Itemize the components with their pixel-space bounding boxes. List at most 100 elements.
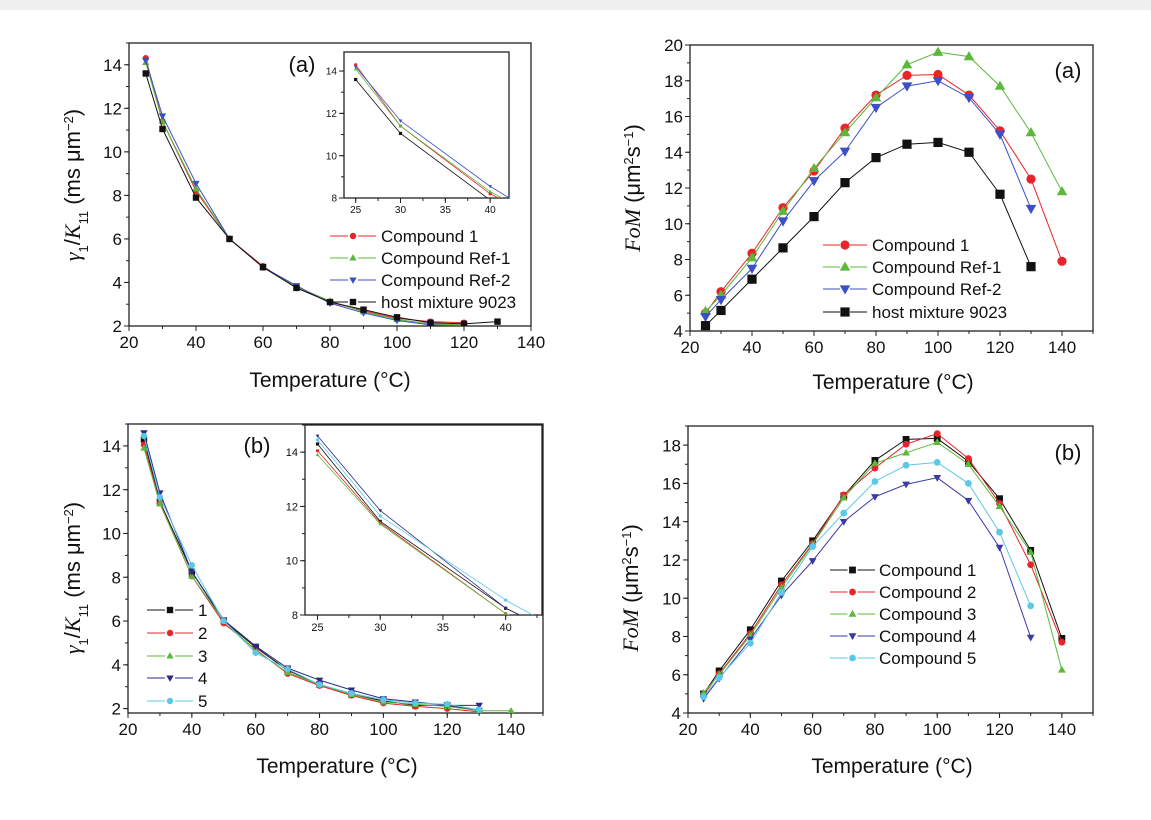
data-point-1	[1058, 634, 1066, 642]
data-point-1	[315, 442, 320, 446]
legend-marker	[349, 277, 357, 284]
data-point-3	[870, 103, 882, 114]
y-tick-label: 4	[113, 274, 122, 293]
data-point-2	[757, 285, 761, 288]
data-point-2	[755, 703, 758, 706]
data-point-4	[475, 702, 483, 710]
data-point-3	[700, 313, 711, 323]
data-point-5	[629, 668, 632, 671]
series-line-5	[703, 461, 1032, 698]
y-axis-title-part: /	[60, 631, 85, 638]
data-point-4	[259, 264, 267, 271]
legend: Compound 1 Compound Ref-1 Compound Ref-2 ho…	[823, 236, 1007, 322]
y-tick-label: 8	[113, 187, 122, 206]
data-point-5	[444, 701, 451, 708]
data-point-2	[808, 162, 820, 173]
legend-label: Compound Ref-1	[872, 258, 1001, 277]
data-point-2	[1116, 321, 1120, 324]
x-tick-label: 140	[1048, 720, 1076, 739]
legend-marker	[849, 588, 856, 596]
data-point-4	[847, 300, 850, 303]
y-tick-label: 16	[664, 108, 683, 127]
data-point-3	[578, 239, 582, 242]
inset-y-tick-label: 14	[286, 447, 298, 459]
series-line-3	[355, 66, 509, 198]
data-point-5	[1027, 602, 1035, 610]
y-tick-label: 14	[103, 56, 122, 75]
x-tick-label: 60	[805, 338, 824, 357]
data-point-5	[380, 696, 387, 704]
data-point-2	[1058, 638, 1066, 646]
legend-entry-2: Compound Ref-1	[823, 258, 1001, 277]
x-tick-label: 100	[383, 333, 411, 352]
inset-background	[305, 425, 542, 615]
x-axis-title: Temperature (°C)	[812, 371, 973, 394]
inset-y-tick-label: 14	[326, 67, 338, 78]
data-point-4	[226, 235, 233, 243]
legend-label: Compound 5	[879, 649, 976, 668]
x-tick-label: 40	[187, 333, 206, 352]
data-point-5	[964, 480, 972, 487]
x-tick-label: 20	[120, 333, 139, 352]
panel-label: (b)	[244, 433, 271, 458]
y-tick-label: 14	[102, 437, 121, 456]
data-point-5	[284, 666, 291, 673]
data-point-2	[847, 299, 851, 302]
y-tick-label: 8	[672, 628, 681, 647]
data-point-4	[629, 667, 633, 670]
data-point-2	[746, 252, 758, 262]
data-point-5	[778, 589, 785, 596]
legend-label: Compound Ref-1	[381, 249, 510, 268]
legend-marker	[839, 261, 851, 271]
y-axis-title: FoM (μm2s−1)	[618, 524, 643, 653]
x-tick-label: 120	[985, 720, 1013, 739]
series-line-5	[317, 439, 534, 615]
y-axis-title-part: )	[618, 524, 643, 531]
inset-x-tick-label: 40	[485, 205, 497, 216]
series-line-4	[145, 73, 498, 325]
series-group	[140, 430, 515, 713]
legend-entry-1: Compound 1	[330, 227, 478, 246]
data-point-3	[901, 82, 913, 92]
legend-entry-1: Compound 1	[823, 236, 969, 255]
legend-marker	[166, 652, 174, 659]
data-point-4	[747, 274, 757, 284]
data-point-3	[847, 301, 851, 304]
data-point-2	[870, 92, 882, 102]
data-point-1	[354, 63, 358, 67]
x-tick-label: 80	[321, 333, 340, 352]
data-point-4	[758, 286, 761, 289]
data-point-3	[755, 704, 759, 707]
inset-y-tick-label: 8	[292, 610, 298, 622]
data-point-1	[933, 69, 943, 80]
data-point-2	[933, 430, 941, 438]
y-axis-title-part: −1	[619, 532, 634, 547]
data-point-4	[293, 284, 300, 292]
data-point-5	[378, 514, 382, 518]
data-point-4	[964, 147, 974, 157]
data-point-3	[839, 147, 851, 157]
data-point-3	[902, 448, 910, 456]
data-point-5	[252, 649, 259, 656]
y-axis-title: γ1/K11 (ms μm−2)	[60, 502, 91, 654]
legend-marker	[848, 633, 857, 641]
data-point-5	[755, 707, 758, 710]
data-point-2	[1056, 186, 1068, 196]
y-tick-label: 12	[662, 551, 681, 570]
legend-entry-5: 5	[147, 692, 207, 711]
top-band	[0, 0, 1151, 10]
y-axis-title-part: (μm	[620, 165, 645, 209]
x-tick-label: 100	[369, 720, 397, 739]
inset-y-tick-label: 8	[331, 194, 337, 205]
data-point-4	[494, 318, 501, 325]
data-point-5	[475, 706, 483, 713]
legend-marker	[840, 240, 850, 250]
data-point-2	[964, 455, 972, 462]
data-point-3	[140, 444, 148, 451]
data-point-1	[668, 265, 671, 268]
legend-entry-4: 4	[147, 669, 207, 688]
x-tick-label: 80	[867, 338, 886, 357]
y-axis-title-part: s	[620, 146, 645, 157]
data-point-3	[1025, 204, 1037, 215]
